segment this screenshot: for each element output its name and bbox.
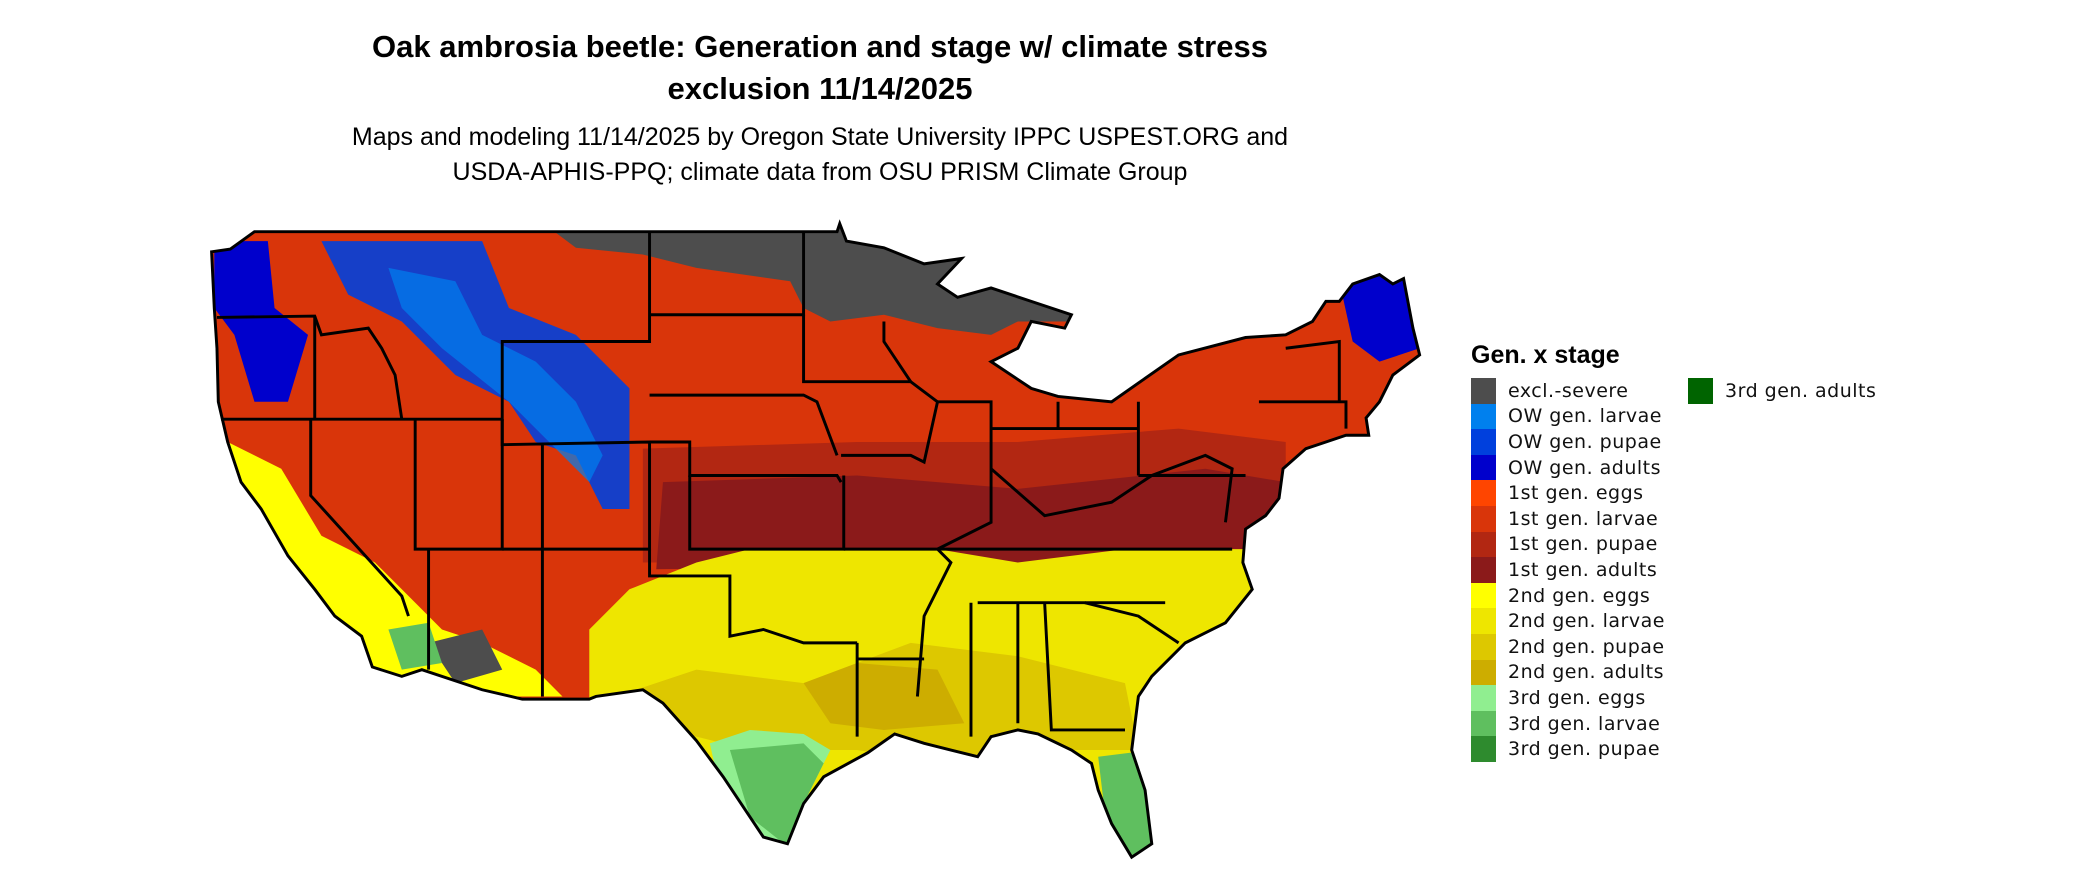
region-3rd-gen-larvae-texas [729, 743, 824, 847]
legend-swatch [1471, 531, 1496, 558]
region-ow-larvae-rockies [388, 267, 603, 483]
legend-item: 1st gen. pupae [1471, 531, 1681, 558]
legend-swatch [1471, 403, 1496, 430]
legend-swatch [1471, 736, 1496, 762]
legend-title: Gen. x stage [1471, 341, 1620, 369]
legend-label: 2nd gen. pupae [1508, 635, 1665, 658]
legend-swatch [1471, 557, 1496, 583]
legend-swatch [1471, 659, 1496, 686]
map-subtitle: Maps and modeling 11/14/2025 by Oregon S… [220, 120, 1420, 190]
region-excl-severe-arizona [428, 629, 503, 684]
region-ow-adults-west [214, 241, 309, 402]
legend: Gen. x stage excl.-severe OW gen. larvae O… [1471, 340, 2071, 800]
legend-item: 1st gen. eggs [1471, 480, 1681, 506]
legend-label: OW gen. pupae [1508, 430, 1662, 453]
legend-item: 3rd gen. larvae [1471, 710, 1681, 737]
legend-swatch [1471, 608, 1496, 634]
legend-item: excl.-severe [1471, 378, 1681, 404]
region-ow-adults-northeast [1339, 267, 1420, 362]
legend-swatch [1471, 710, 1496, 737]
region-3rd-gen-larvae-florida [1098, 750, 1166, 858]
legend-item: 3rd gen. adults [1688, 378, 1948, 404]
region-1st-gen-adults-band [656, 468, 1286, 570]
map-title: Oak ambrosia beetle: Generation and stag… [220, 26, 1420, 110]
legend-swatch [1471, 480, 1496, 506]
legend-item: 2nd gen. eggs [1471, 582, 1681, 609]
legend-swatch [1688, 378, 1713, 404]
legend-item: OW gen. adults [1471, 454, 1681, 481]
legend-label: 1st gen. eggs [1508, 482, 1644, 505]
legend-label: 1st gen. adults [1508, 558, 1658, 581]
legend-item: 1st gen. adults [1471, 557, 1681, 583]
legend-swatch [1471, 505, 1496, 532]
legend-swatch [1471, 429, 1496, 455]
legend-swatch [1471, 685, 1496, 711]
legend-swatch [1471, 454, 1496, 481]
legend-swatch [1471, 582, 1496, 609]
legend-label: 3rd gen. eggs [1508, 686, 1646, 709]
legend-label: 2nd gen. adults [1508, 661, 1664, 684]
legend-label: 1st gen. larvae [1508, 507, 1659, 530]
legend-item: OW gen. pupae [1471, 429, 1681, 455]
legend-item: 3rd gen. pupae [1471, 736, 1681, 762]
title-line-1: Oak ambrosia beetle: Generation and stag… [372, 29, 1268, 64]
legend-label: 3rd gen. larvae [1508, 712, 1661, 735]
legend-item: OW gen. larvae [1471, 403, 1681, 430]
legend-label: excl.-severe [1508, 379, 1629, 402]
legend-label: 1st gen. pupae [1508, 533, 1658, 556]
legend-label: 3rd gen. adults [1725, 379, 1877, 402]
subtitle-line-1: Maps and modeling 11/14/2025 by Oregon S… [351, 123, 1289, 151]
legend-label: 2nd gen. eggs [1508, 584, 1651, 607]
legend-label: 3rd gen. pupae [1508, 738, 1661, 761]
subtitle-line-2: USDA-APHIS-PPQ; climate data from OSU PR… [452, 158, 1188, 186]
state-borders [210, 222, 1422, 859]
legend-item: 2nd gen. adults [1471, 659, 1681, 686]
legend-label: OW gen. adults [1508, 456, 1662, 479]
legend-item: 2nd gen. pupae [1471, 633, 1681, 660]
region-2nd-gen-adults-gulf [803, 662, 965, 730]
legend-column-2: 3rd gen. adults [1688, 378, 1948, 404]
legend-item: 1st gen. larvae [1471, 505, 1681, 532]
legend-column-1: excl.-severe OW gen. larvae OW gen. pupae O… [1471, 378, 1681, 762]
legend-swatch [1471, 633, 1496, 660]
title-line-2: exclusion 11/14/2025 [667, 71, 973, 106]
legend-label: OW gen. larvae [1508, 405, 1662, 428]
legend-label: 2nd gen. larvae [1508, 610, 1665, 633]
legend-item: 2nd gen. larvae [1471, 608, 1681, 634]
legend-swatch [1471, 378, 1496, 404]
legend-item: 3rd gen. eggs [1471, 685, 1681, 711]
